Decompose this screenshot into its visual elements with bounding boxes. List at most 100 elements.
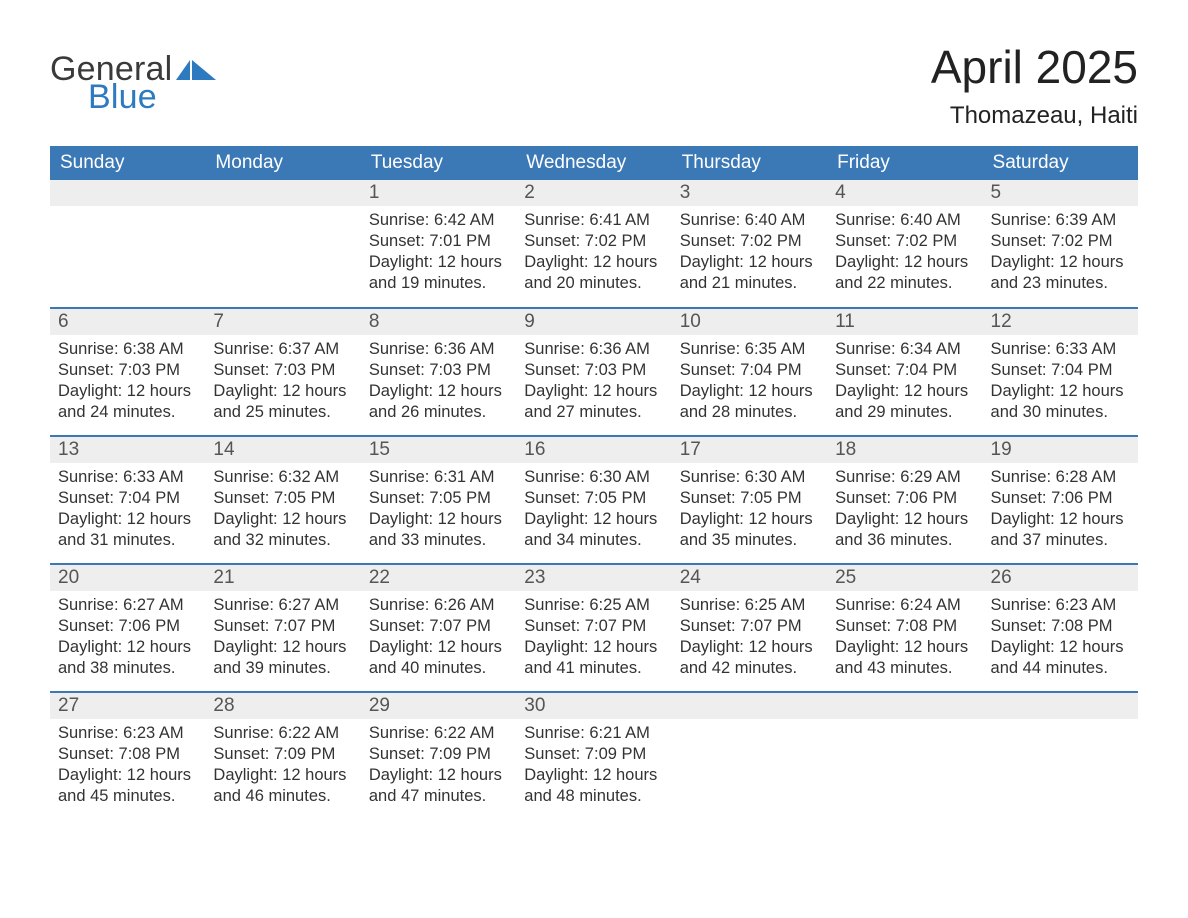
daylight-line: Daylight: 12 hours and 43 minutes. xyxy=(835,637,974,679)
day-content xyxy=(983,719,1138,779)
calendar-day-cell: 12Sunrise: 6:33 AMSunset: 7:04 PMDayligh… xyxy=(983,308,1138,436)
sunset-line: Sunset: 7:04 PM xyxy=(680,360,819,381)
day-content xyxy=(205,206,360,266)
sunrise-line: Sunrise: 6:25 AM xyxy=(524,595,663,616)
daylight-line: Daylight: 12 hours and 20 minutes. xyxy=(524,252,663,294)
calendar-day-cell xyxy=(672,692,827,820)
location-subtitle: Thomazeau, Haiti xyxy=(931,102,1138,130)
daylight-line: Daylight: 12 hours and 42 minutes. xyxy=(680,637,819,679)
title-block: April 2025 Thomazeau, Haiti xyxy=(931,40,1138,130)
calendar-day-cell: 29Sunrise: 6:22 AMSunset: 7:09 PMDayligh… xyxy=(361,692,516,820)
day-content: Sunrise: 6:21 AMSunset: 7:09 PMDaylight:… xyxy=(516,719,671,813)
calendar-week-row: 20Sunrise: 6:27 AMSunset: 7:06 PMDayligh… xyxy=(50,564,1138,692)
sunrise-line: Sunrise: 6:26 AM xyxy=(369,595,508,616)
calendar-day-cell: 28Sunrise: 6:22 AMSunset: 7:09 PMDayligh… xyxy=(205,692,360,820)
day-content: Sunrise: 6:39 AMSunset: 7:02 PMDaylight:… xyxy=(983,206,1138,300)
calendar-day-cell: 2Sunrise: 6:41 AMSunset: 7:02 PMDaylight… xyxy=(516,180,671,308)
day-number-band: 25 xyxy=(827,565,982,591)
daylight-line: Daylight: 12 hours and 27 minutes. xyxy=(524,381,663,423)
day-content xyxy=(672,719,827,779)
day-number-band: 22 xyxy=(361,565,516,591)
daylight-line: Daylight: 12 hours and 37 minutes. xyxy=(991,509,1130,551)
sunset-line: Sunset: 7:09 PM xyxy=(524,744,663,765)
daylight-line: Daylight: 12 hours and 48 minutes. xyxy=(524,765,663,807)
daylight-line: Daylight: 12 hours and 39 minutes. xyxy=(213,637,352,679)
day-number-band: 14 xyxy=(205,437,360,463)
sunrise-line: Sunrise: 6:37 AM xyxy=(213,339,352,360)
day-number-band xyxy=(205,180,360,206)
calendar-day-cell: 13Sunrise: 6:33 AMSunset: 7:04 PMDayligh… xyxy=(50,436,205,564)
daylight-line: Daylight: 12 hours and 24 minutes. xyxy=(58,381,197,423)
day-number-band: 28 xyxy=(205,693,360,719)
day-content xyxy=(827,719,982,779)
sunrise-line: Sunrise: 6:39 AM xyxy=(991,210,1130,231)
calendar-day-cell: 30Sunrise: 6:21 AMSunset: 7:09 PMDayligh… xyxy=(516,692,671,820)
sunset-line: Sunset: 7:09 PM xyxy=(213,744,352,765)
sunrise-line: Sunrise: 6:41 AM xyxy=(524,210,663,231)
sunrise-line: Sunrise: 6:33 AM xyxy=(991,339,1130,360)
weekday-header: Saturday xyxy=(983,146,1138,180)
calendar-day-cell: 7Sunrise: 6:37 AMSunset: 7:03 PMDaylight… xyxy=(205,308,360,436)
sunrise-line: Sunrise: 6:34 AM xyxy=(835,339,974,360)
day-content: Sunrise: 6:35 AMSunset: 7:04 PMDaylight:… xyxy=(672,335,827,429)
daylight-line: Daylight: 12 hours and 47 minutes. xyxy=(369,765,508,807)
sunrise-line: Sunrise: 6:27 AM xyxy=(213,595,352,616)
sunset-line: Sunset: 7:08 PM xyxy=(58,744,197,765)
calendar-week-row: 13Sunrise: 6:33 AMSunset: 7:04 PMDayligh… xyxy=(50,436,1138,564)
sunset-line: Sunset: 7:05 PM xyxy=(369,488,508,509)
calendar-body: 1Sunrise: 6:42 AMSunset: 7:01 PMDaylight… xyxy=(50,180,1138,820)
topbar: General Blue April 2025 Thomazeau, Haiti xyxy=(50,40,1138,130)
calendar-day-cell: 5Sunrise: 6:39 AMSunset: 7:02 PMDaylight… xyxy=(983,180,1138,308)
sunset-line: Sunset: 7:06 PM xyxy=(58,616,197,637)
weekday-header: Thursday xyxy=(672,146,827,180)
day-content: Sunrise: 6:32 AMSunset: 7:05 PMDaylight:… xyxy=(205,463,360,557)
brand-logo: General Blue xyxy=(50,52,216,114)
day-number-band xyxy=(827,693,982,719)
day-content: Sunrise: 6:28 AMSunset: 7:06 PMDaylight:… xyxy=(983,463,1138,557)
day-number-band: 26 xyxy=(983,565,1138,591)
day-content: Sunrise: 6:30 AMSunset: 7:05 PMDaylight:… xyxy=(516,463,671,557)
day-content xyxy=(50,206,205,266)
sunset-line: Sunset: 7:04 PM xyxy=(991,360,1130,381)
weekday-header: Sunday xyxy=(50,146,205,180)
sunset-line: Sunset: 7:01 PM xyxy=(369,231,508,252)
day-content: Sunrise: 6:38 AMSunset: 7:03 PMDaylight:… xyxy=(50,335,205,429)
calendar-table: SundayMondayTuesdayWednesdayThursdayFrid… xyxy=(50,146,1138,820)
calendar-day-cell xyxy=(827,692,982,820)
sunset-line: Sunset: 7:08 PM xyxy=(835,616,974,637)
sunset-line: Sunset: 7:02 PM xyxy=(680,231,819,252)
day-content: Sunrise: 6:33 AMSunset: 7:04 PMDaylight:… xyxy=(50,463,205,557)
sunset-line: Sunset: 7:05 PM xyxy=(524,488,663,509)
daylight-line: Daylight: 12 hours and 44 minutes. xyxy=(991,637,1130,679)
day-number-band: 16 xyxy=(516,437,671,463)
sunrise-line: Sunrise: 6:23 AM xyxy=(58,723,197,744)
sunset-line: Sunset: 7:03 PM xyxy=(369,360,508,381)
day-number-band: 17 xyxy=(672,437,827,463)
day-content: Sunrise: 6:41 AMSunset: 7:02 PMDaylight:… xyxy=(516,206,671,300)
daylight-line: Daylight: 12 hours and 46 minutes. xyxy=(213,765,352,807)
calendar-day-cell: 23Sunrise: 6:25 AMSunset: 7:07 PMDayligh… xyxy=(516,564,671,692)
sunset-line: Sunset: 7:04 PM xyxy=(58,488,197,509)
daylight-line: Daylight: 12 hours and 35 minutes. xyxy=(680,509,819,551)
day-content: Sunrise: 6:29 AMSunset: 7:06 PMDaylight:… xyxy=(827,463,982,557)
sunset-line: Sunset: 7:07 PM xyxy=(369,616,508,637)
day-content: Sunrise: 6:36 AMSunset: 7:03 PMDaylight:… xyxy=(361,335,516,429)
calendar-day-cell: 14Sunrise: 6:32 AMSunset: 7:05 PMDayligh… xyxy=(205,436,360,564)
month-title: April 2025 xyxy=(931,40,1138,94)
sunrise-line: Sunrise: 6:35 AM xyxy=(680,339,819,360)
daylight-line: Daylight: 12 hours and 30 minutes. xyxy=(991,381,1130,423)
day-content: Sunrise: 6:40 AMSunset: 7:02 PMDaylight:… xyxy=(672,206,827,300)
calendar-day-cell: 8Sunrise: 6:36 AMSunset: 7:03 PMDaylight… xyxy=(361,308,516,436)
daylight-line: Daylight: 12 hours and 34 minutes. xyxy=(524,509,663,551)
calendar-day-cell: 24Sunrise: 6:25 AMSunset: 7:07 PMDayligh… xyxy=(672,564,827,692)
sunrise-line: Sunrise: 6:28 AM xyxy=(991,467,1130,488)
sunset-line: Sunset: 7:04 PM xyxy=(835,360,974,381)
sunrise-line: Sunrise: 6:38 AM xyxy=(58,339,197,360)
day-number-band: 30 xyxy=(516,693,671,719)
daylight-line: Daylight: 12 hours and 41 minutes. xyxy=(524,637,663,679)
daylight-line: Daylight: 12 hours and 32 minutes. xyxy=(213,509,352,551)
sunset-line: Sunset: 7:05 PM xyxy=(680,488,819,509)
weekday-header-row: SundayMondayTuesdayWednesdayThursdayFrid… xyxy=(50,146,1138,180)
calendar-day-cell: 19Sunrise: 6:28 AMSunset: 7:06 PMDayligh… xyxy=(983,436,1138,564)
day-content: Sunrise: 6:22 AMSunset: 7:09 PMDaylight:… xyxy=(361,719,516,813)
